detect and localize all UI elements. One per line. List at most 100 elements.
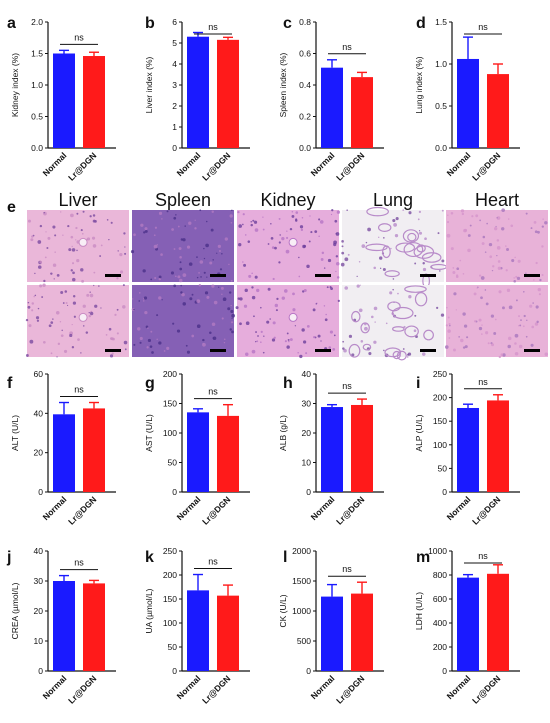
y-tick-label: 500	[297, 636, 311, 646]
nucleus	[306, 264, 310, 269]
nucleus	[188, 221, 192, 225]
nucleus	[464, 228, 468, 232]
y-tick-label: 4	[172, 59, 177, 69]
nucleus	[419, 231, 423, 235]
nucleus	[309, 215, 311, 217]
nucleus	[230, 279, 233, 282]
nucleus	[537, 230, 540, 234]
nucleus	[138, 300, 141, 302]
nucleus	[479, 219, 481, 222]
y-tick-label: 1000	[292, 606, 311, 616]
nucleus	[478, 326, 483, 331]
nucleus	[181, 292, 185, 297]
nucleus	[446, 233, 451, 238]
nucleus	[284, 289, 288, 293]
nucleus	[496, 216, 501, 220]
y-tick-label: 800	[433, 570, 447, 580]
nucleus	[94, 304, 98, 308]
nucleus	[255, 340, 257, 343]
nucleus	[173, 216, 177, 220]
nucleus	[360, 340, 364, 343]
nucleus	[476, 287, 479, 289]
bar-lr-dgn	[487, 74, 509, 148]
y-axis-label: LDH (U/L)	[414, 592, 424, 630]
scale-bar	[420, 274, 436, 277]
nucleus	[33, 295, 35, 298]
nucleus	[395, 217, 399, 221]
nucleus	[158, 341, 162, 345]
nucleus	[518, 315, 520, 318]
nucleus	[342, 340, 345, 343]
nucleus	[212, 337, 214, 339]
nucleus	[251, 349, 256, 354]
nucleus	[478, 318, 482, 322]
nucleus	[473, 292, 477, 296]
y-tick-label: 2	[172, 101, 177, 111]
nucleus	[447, 329, 451, 333]
nucleus	[160, 253, 163, 256]
nucleus	[393, 222, 397, 227]
nucleus	[516, 276, 521, 281]
nucleus	[60, 211, 62, 213]
x-tick-label: Normal	[445, 673, 473, 701]
y-tick-label: 200	[163, 369, 177, 379]
panel-letter: f	[7, 375, 13, 392]
nucleus	[522, 325, 525, 328]
nucleus	[303, 289, 307, 292]
nucleus	[237, 297, 241, 300]
nucleus	[251, 295, 256, 300]
nucleus	[238, 243, 242, 247]
nucleus	[491, 343, 494, 347]
nucleus	[495, 225, 497, 228]
nucleus	[173, 248, 176, 250]
nucleus	[461, 212, 465, 216]
nucleus	[486, 222, 488, 225]
x-tick-label: Lr@DGN	[200, 150, 232, 182]
nucleus	[203, 257, 206, 260]
nucleus	[124, 252, 127, 255]
bar-lr-dgn	[487, 573, 509, 671]
nucleus	[239, 297, 243, 301]
nucleus	[515, 299, 518, 302]
x-tick-label: Lr@DGN	[66, 150, 98, 182]
y-tick-label: 0	[172, 143, 177, 153]
y-tick-label: 20	[34, 606, 44, 616]
nucleus	[463, 324, 468, 328]
nucleus	[358, 308, 363, 313]
nucleus	[514, 342, 517, 345]
nucleus	[373, 266, 376, 270]
nucleus	[336, 276, 340, 279]
histology-image-spleen-1	[130, 209, 234, 283]
nucleus	[69, 333, 73, 338]
histology-image-heart-2	[444, 285, 549, 359]
nucleus	[37, 265, 42, 269]
nucleus	[267, 243, 270, 245]
nucleus	[254, 275, 258, 279]
nucleus	[186, 350, 191, 354]
nucleus	[80, 352, 82, 354]
nucleus	[30, 238, 34, 242]
nucleus	[278, 241, 281, 244]
nucleus	[323, 305, 326, 307]
tissue-background	[27, 210, 129, 282]
nucleus	[447, 316, 450, 319]
alveolus	[365, 243, 388, 252]
bar-lr-dgn	[83, 583, 105, 671]
nucleus	[144, 229, 148, 233]
nucleus	[100, 244, 103, 247]
nucleus	[492, 265, 495, 268]
significance-label: ns	[478, 551, 488, 561]
nucleus	[70, 269, 73, 272]
scale-bar	[105, 349, 121, 352]
y-tick-label: 50	[438, 463, 448, 473]
alveolus	[396, 350, 407, 361]
alveolus	[382, 245, 391, 259]
nucleus	[502, 353, 506, 357]
nucleus	[508, 305, 513, 310]
panel-letter: h	[283, 375, 293, 392]
nucleus	[70, 213, 74, 218]
scale-bar	[524, 274, 540, 277]
x-tick-label: Normal	[309, 494, 337, 522]
nucleus	[501, 208, 506, 212]
nucleus	[179, 267, 183, 271]
